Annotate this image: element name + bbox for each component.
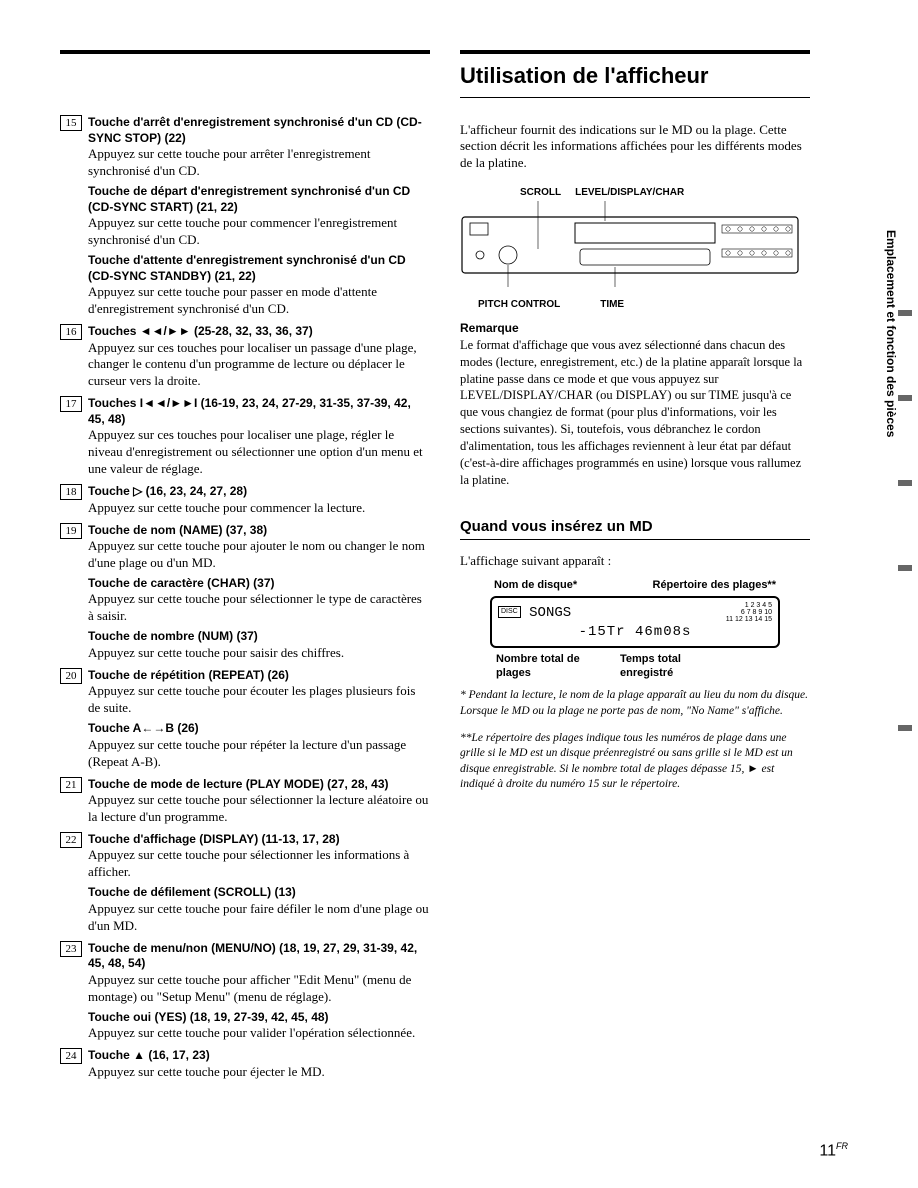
numbered-item: 19Touche de nom (NAME) (37, 38)Appuyez s… <box>60 523 430 666</box>
item-number: 20 <box>60 668 82 684</box>
item-description: Appuyez sur ces touches pour localiser u… <box>88 340 430 391</box>
numbered-item: 24 Touche ▲ (16, 17, 23)Appuyez sur cette… <box>60 1048 430 1084</box>
item-number: 15 <box>60 115 82 131</box>
item-title: Touche A←→B (26) <box>88 721 430 737</box>
item-number: 17 <box>60 396 82 412</box>
section-title: Utilisation de l'afficheur <box>460 62 810 98</box>
item-title: Touche de nom (NAME) (37, 38) <box>88 523 430 539</box>
item-title: Touche ▷ (16, 23, 24, 27, 28) <box>88 484 430 500</box>
label-scroll: SCROLL <box>520 186 561 199</box>
subsection-title: Quand vous insérez un MD <box>460 517 810 541</box>
item-description: Appuyez sur cette touche pour sélectionn… <box>88 792 430 826</box>
item-description: Appuyez sur cette touche pour commencer … <box>88 215 430 249</box>
numbered-item: 23 Touche de menu/non (MENU/NO) (18, 19, … <box>60 941 430 1046</box>
item-description: Appuyez sur cette touche pour répéter la… <box>88 737 430 771</box>
subsection-intro: L'affichage suivant apparaît : <box>460 553 810 570</box>
item-title: Touche d'attente d'enregistrement synchr… <box>88 253 430 284</box>
item-number: 18 <box>60 484 82 500</box>
item-description: Appuyez sur cette touche pour sélectionn… <box>88 591 430 625</box>
item-number: 21 <box>60 777 82 793</box>
footnote-2: **Le répertoire des plages indique tous … <box>460 731 810 793</box>
label-track-directory: Répertoire des plages** <box>653 578 777 592</box>
item-number: 16 <box>60 324 82 340</box>
item-number: 22 <box>60 832 82 848</box>
item-description: Appuyez sur cette touche pour valider l'… <box>88 1025 430 1042</box>
intro-paragraph: L'afficheur fournit des indications sur … <box>460 122 810 173</box>
device-diagram: SCROLL LEVEL/DISPLAY/CHAR <box>460 186 810 311</box>
numbered-item: 21 Touche de mode de lecture (PLAY MODE) … <box>60 777 430 830</box>
item-description: Appuyez sur ces touches pour localiser u… <box>88 427 430 478</box>
numbered-item: 18 Touche ▷ (16, 23, 24, 27, 28)Appuyez s… <box>60 484 430 520</box>
side-tab: Emplacement et fonction des pièces <box>884 230 898 437</box>
item-title: Touches ◄◄/►► (25-28, 32, 33, 36, 37) <box>88 324 430 340</box>
item-description: Appuyez sur cette touche pour écouter le… <box>88 683 430 717</box>
item-title: Touche de menu/non (MENU/NO) (18, 19, 27… <box>88 941 430 972</box>
item-number: 24 <box>60 1048 82 1064</box>
footnote-1: * Pendant la lecture, le nom de la plage… <box>460 688 810 719</box>
label-pitch-control: PITCH CONTROL <box>478 298 560 311</box>
item-title: Touche de répétition (REPEAT) (26) <box>88 668 430 684</box>
numbered-item: 16 Touches ◄◄/►► (25-28, 32, 33, 36, 37)A… <box>60 324 430 394</box>
item-number: 19 <box>60 523 82 539</box>
page-number: 11FR <box>819 1141 848 1160</box>
item-title: Touche d'arrêt d'enregistrement synchron… <box>88 115 430 146</box>
device-illustration <box>460 199 800 289</box>
item-title: Touche de nombre (NUM) (37) <box>88 629 430 645</box>
item-description: Appuyez sur cette touche pour passer en … <box>88 284 430 318</box>
item-title: Touche oui (YES) (18, 19, 27-39, 42, 45,… <box>88 1010 430 1026</box>
track-grid: 1 2 3 4 5 6 7 8 9 10 11 12 13 14 15 <box>726 602 772 623</box>
item-title: Touche ▲ (16, 17, 23) <box>88 1048 430 1064</box>
numbered-item: 15 Touche d'arrêt d'enregistrement synchr… <box>60 115 430 322</box>
numbered-item: 20Touche de répétition (REPEAT) (26)Appu… <box>60 668 430 775</box>
disc-icon: DISC <box>498 606 521 617</box>
left-column: 15 Touche d'arrêt d'enregistrement synchr… <box>60 115 430 1087</box>
item-title: Touche de départ d'enregistrement synchr… <box>88 184 430 215</box>
remarque-body: Le format d'affichage que vous avez séle… <box>460 337 810 489</box>
display-line2: -15Tr 46m08s <box>498 623 772 641</box>
item-title: Touche de défilement (SCROLL) (13) <box>88 885 430 901</box>
item-description: Appuyez sur cette touche pour afficher "… <box>88 972 430 1006</box>
item-title: Touches I◄◄/►►I (16-19, 23, 24, 27-29, 3… <box>88 396 430 427</box>
item-description: Appuyez sur cette touche pour arrêter l'… <box>88 146 430 180</box>
item-title: Touche de mode de lecture (PLAY MODE) (2… <box>88 777 430 793</box>
item-number: 23 <box>60 941 82 957</box>
numbered-item: 17 Touches I◄◄/►►I (16-19, 23, 24, 27-29,… <box>60 396 430 482</box>
display-line1: SONGS <box>529 605 571 621</box>
item-description: Appuyez sur cette touche pour commencer … <box>88 500 430 517</box>
item-description: Appuyez sur cette touche pour éjecter le… <box>88 1064 430 1081</box>
numbered-item: 22 Touche d'affichage (DISPLAY) (11-13, 1… <box>60 832 430 939</box>
label-total-tracks: Nombre total de plages <box>496 652 586 681</box>
label-total-time: Temps total enregistré <box>620 652 710 681</box>
item-description: Appuyez sur cette touche pour ajouter le… <box>88 538 430 572</box>
item-title: Touche d'affichage (DISPLAY) (11-13, 17,… <box>88 832 430 848</box>
remarque-title: Remarque <box>460 321 810 337</box>
item-description: Appuyez sur cette touche pour saisir des… <box>88 645 430 662</box>
label-time: TIME <box>600 298 624 311</box>
label-level-display-char: LEVEL/DISPLAY/CHAR <box>575 186 684 199</box>
right-column: Utilisation de l'afficheur L'afficheur f… <box>460 62 810 804</box>
label-disc-name: Nom de disque* <box>494 578 577 592</box>
item-title: Touche de caractère (CHAR) (37) <box>88 576 430 592</box>
item-description: Appuyez sur cette touche pour sélectionn… <box>88 847 430 881</box>
item-description: Appuyez sur cette touche pour faire défi… <box>88 901 430 935</box>
md-display-diagram: Nom de disque* Répertoire des plages** D… <box>460 578 810 680</box>
